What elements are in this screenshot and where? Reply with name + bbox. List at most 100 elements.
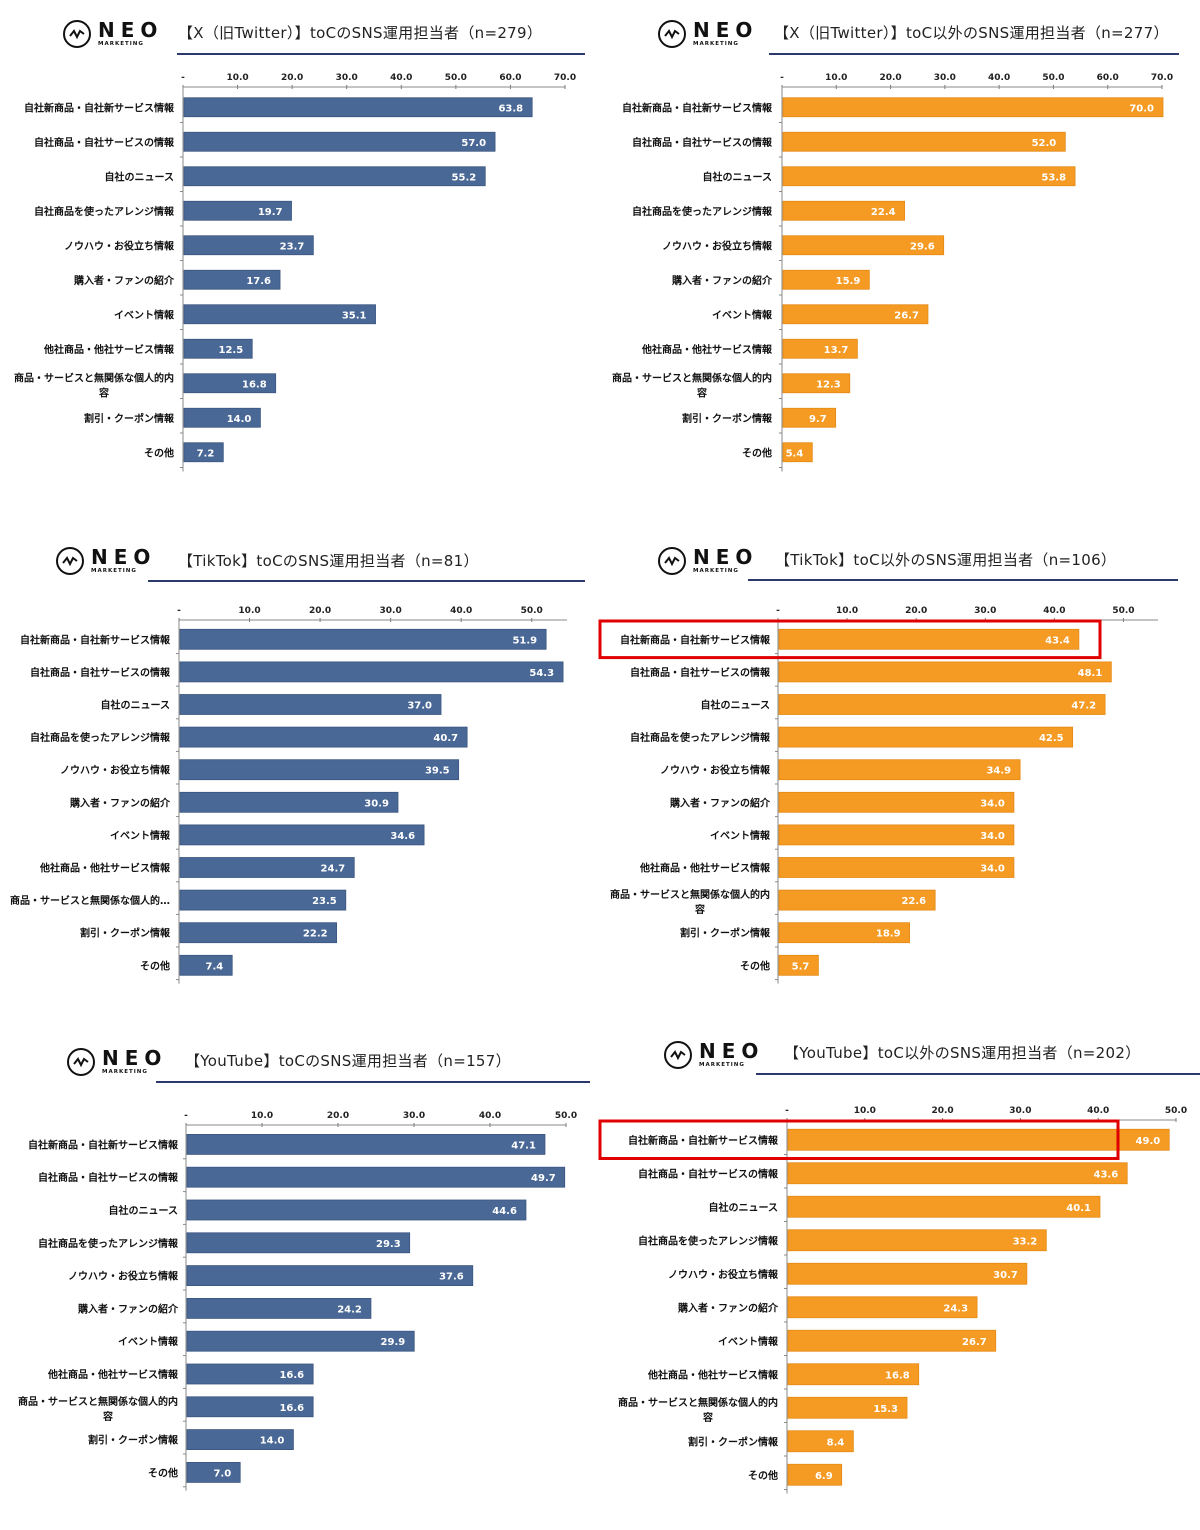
category-label: 自社商品を使ったアレンジ情報 xyxy=(38,1237,179,1250)
data-label: 34.0 xyxy=(980,864,1005,875)
category-label: 自社新商品・自社新サービス情報 xyxy=(628,1134,779,1147)
bar xyxy=(183,373,277,394)
category-label: 他社商品・他社サービス情報 xyxy=(639,862,771,875)
data-label: 12.3 xyxy=(816,379,841,390)
bar xyxy=(778,857,1015,878)
x-tick-label: - xyxy=(776,606,780,616)
bar xyxy=(186,1363,314,1385)
logo-wave-icon xyxy=(658,20,686,48)
category-label: イベント情報 xyxy=(118,1335,179,1348)
chart-panel-x-nontoc: NEO MARKETING 【X（旧Twitter）】toC以外のSNS運用担当者… xyxy=(600,0,1200,500)
data-label: 15.9 xyxy=(836,276,861,287)
bar xyxy=(778,726,1074,748)
bar xyxy=(183,269,281,290)
x-tick-label: 60.0 xyxy=(499,73,521,83)
x-tick-label: 30.0 xyxy=(380,606,402,616)
title-rule xyxy=(148,580,585,582)
bar-chart: - 10.0 20.0 30.0 40.0 50.0 47.1 自社新商品・自社新サービス情報… xyxy=(18,1111,577,1491)
data-label: 34.6 xyxy=(390,831,415,842)
x-tick-label: - xyxy=(785,1106,789,1116)
category-label: 自社商品を使ったアレンジ情報 xyxy=(630,731,771,744)
category-label: 自社のニュース xyxy=(109,1204,179,1217)
category-label: ノウハウ・お役立ち情報 xyxy=(668,1268,779,1281)
bar xyxy=(183,304,376,325)
category-label: 購入者・ファンの紹介 xyxy=(77,1302,179,1315)
category-label: その他 xyxy=(748,1469,778,1482)
bar xyxy=(186,1166,566,1188)
category-label: イベント情報 xyxy=(710,829,771,842)
highlight-box xyxy=(598,1119,1120,1160)
category-label: 自社のニュース xyxy=(101,699,171,712)
logo-name: NEO xyxy=(699,1039,765,1064)
bar xyxy=(179,857,355,878)
category-label: 自社商品を使ったアレンジ情報 xyxy=(30,731,171,744)
bar xyxy=(183,200,292,221)
category-label: 商品・サービスと無関係な個人的内 xyxy=(610,888,770,901)
data-label: 5.4 xyxy=(786,448,804,459)
category-label: 購入者・ファンの紹介 xyxy=(671,274,773,287)
category-label: 自社新商品・自社新サービス情報 xyxy=(24,101,175,114)
data-label: 57.0 xyxy=(461,138,486,149)
bar xyxy=(186,1199,527,1221)
bar xyxy=(179,628,547,650)
category-label: その他 xyxy=(144,446,174,459)
bar xyxy=(778,889,936,911)
data-label: 29.9 xyxy=(381,1337,406,1348)
category-label: 商品・サービスと無関係な個人的… xyxy=(10,894,170,907)
x-tick-label: 30.0 xyxy=(934,73,956,83)
x-tick-label: 10.0 xyxy=(238,606,260,616)
data-label: 16.8 xyxy=(242,379,267,390)
bar-chart: - 10.0 20.0 30.0 40.0 50.0 60.0 70.0 63.8 自社新商品・自… xyxy=(14,73,576,472)
data-label: 37.6 xyxy=(439,1272,464,1283)
bar xyxy=(778,791,1015,813)
data-label: 29.6 xyxy=(910,241,935,252)
bar xyxy=(787,1195,1101,1218)
x-tick-label: 40.0 xyxy=(1043,606,1065,616)
category-label: 自社新商品・自社新サービス情報 xyxy=(620,633,771,646)
data-label: 18.9 xyxy=(876,929,901,940)
category-label: ノウハウ・お役立ち情報 xyxy=(64,239,175,252)
category-label: その他 xyxy=(148,1466,178,1479)
bar xyxy=(183,235,314,256)
chart-title: 【TikTok】toCのSNS運用担当者（n=81） xyxy=(178,552,479,570)
x-tick-label: 20.0 xyxy=(281,73,303,83)
bar xyxy=(186,1265,474,1287)
data-label: 5.7 xyxy=(792,961,810,972)
neo-marketing-logo: NEO MARKETING xyxy=(658,547,758,575)
logo-sub: MARKETING xyxy=(102,1069,148,1076)
x-tick-label: 10.0 xyxy=(836,606,858,616)
bar xyxy=(787,1329,997,1352)
bar xyxy=(782,373,851,394)
bar xyxy=(778,694,1106,715)
bar xyxy=(183,442,224,463)
data-label: 40.7 xyxy=(433,733,458,744)
x-tick-label: 30.0 xyxy=(974,606,996,616)
data-label: 47.2 xyxy=(1071,701,1096,712)
data-label: 39.5 xyxy=(425,766,450,777)
x-tick-label: 40.0 xyxy=(988,73,1010,83)
category-label: その他 xyxy=(740,959,770,972)
bar xyxy=(186,1461,241,1483)
x-tick-label: 30.0 xyxy=(403,1111,425,1121)
logo-name: NEO xyxy=(98,18,164,43)
x-tick-label: 10.0 xyxy=(854,1106,876,1116)
category-label: 購入者・ファンの紹介 xyxy=(69,796,171,809)
bar xyxy=(186,1429,294,1451)
data-label: 47.1 xyxy=(511,1140,536,1151)
neo-marketing-logo: NEO MARKETING xyxy=(658,20,758,48)
x-tick-label: 10.0 xyxy=(825,73,847,83)
data-label: 26.7 xyxy=(894,310,919,321)
bar xyxy=(782,304,929,325)
category-label: ノウハウ・お役立ち情報 xyxy=(660,764,771,777)
data-label: 43.6 xyxy=(1094,1169,1119,1180)
x-tick-label: 70.0 xyxy=(554,73,576,83)
category-label: 自社商品・自社サービスの情報 xyxy=(638,1167,779,1180)
bar xyxy=(787,1128,1170,1151)
x-tick-label: 40.0 xyxy=(479,1111,501,1121)
x-tick-label: 20.0 xyxy=(309,606,331,616)
bar xyxy=(183,97,533,118)
chart-title: 【YouTube】toC以外のSNS運用担当者（n=202） xyxy=(784,1044,1141,1062)
data-label: 24.2 xyxy=(337,1304,362,1315)
bar xyxy=(186,1297,372,1319)
data-label: 7.0 xyxy=(213,1468,231,1479)
